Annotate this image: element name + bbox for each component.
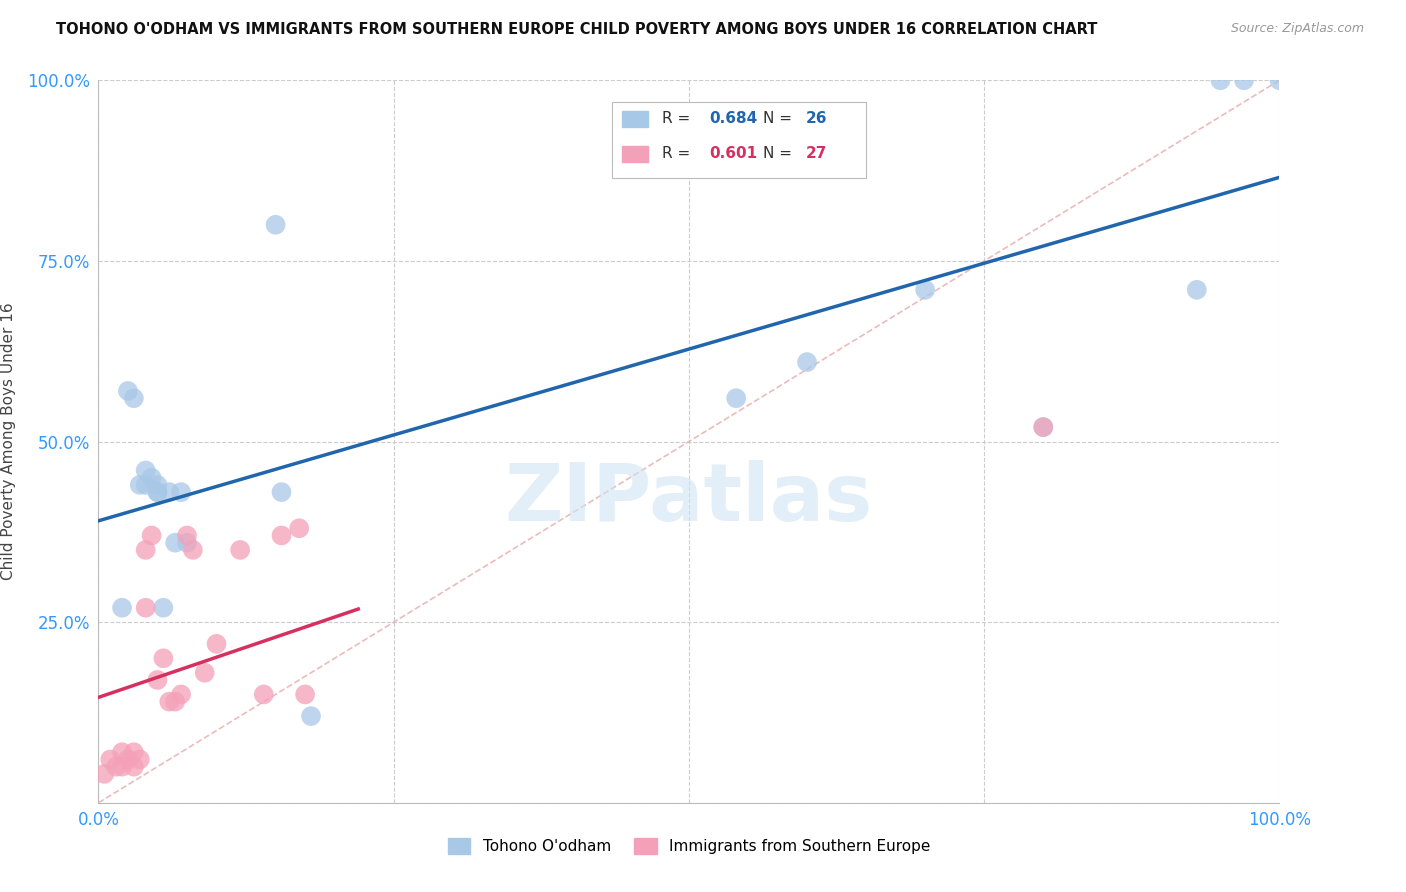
Point (796, 355, 818, 369)
Point (176, 535, 198, 549)
Text: N =: N = (763, 112, 797, 126)
Point (170, 485, 193, 500)
Text: N =: N = (763, 146, 797, 161)
Point (270, 528, 292, 542)
Point (264, 218, 287, 232)
Point (288, 521, 311, 535)
Point (1233, 73, 1256, 87)
Point (111, 745, 134, 759)
Bar (621, 146, 648, 161)
Point (229, 542, 252, 557)
Point (135, 600, 157, 615)
Point (270, 485, 292, 500)
Point (157, 485, 180, 500)
Point (135, 542, 157, 557)
Point (111, 760, 134, 774)
Point (117, 752, 139, 766)
Point (194, 665, 217, 680)
Point (146, 478, 169, 492)
Point (294, 687, 316, 701)
Point (1032, 420, 1054, 434)
Text: Source: ZipAtlas.com: Source: ZipAtlas.com (1230, 22, 1364, 36)
Point (152, 651, 174, 665)
Y-axis label: Child Poverty Among Boys Under 16: Child Poverty Among Boys Under 16 (1, 302, 15, 581)
Point (93, 767, 115, 781)
Point (117, 384, 139, 398)
Text: TOHONO O'ODHAM VS IMMIGRANTS FROM SOUTHERN EUROPE CHILD POVERTY AMONG BOYS UNDER: TOHONO O'ODHAM VS IMMIGRANTS FROM SOUTHE… (56, 22, 1098, 37)
Point (914, 283, 936, 297)
Point (146, 673, 169, 687)
Point (165, 695, 187, 709)
Point (135, 478, 157, 492)
Point (253, 687, 276, 701)
Point (725, 391, 748, 405)
Point (170, 687, 193, 701)
Point (157, 695, 180, 709)
Point (1185, 283, 1208, 297)
Point (181, 542, 204, 557)
Point (128, 752, 150, 766)
Text: 26: 26 (806, 112, 827, 126)
Point (105, 760, 128, 774)
Point (122, 391, 145, 405)
Text: 0.601: 0.601 (709, 146, 758, 161)
Point (98, 752, 121, 766)
Text: R =: R = (662, 112, 695, 126)
Point (1032, 420, 1054, 434)
Point (111, 600, 134, 615)
Point (135, 463, 157, 477)
Point (165, 535, 187, 549)
Point (1209, 73, 1232, 87)
FancyBboxPatch shape (612, 102, 866, 178)
Point (152, 600, 174, 615)
Text: 27: 27 (806, 146, 827, 161)
Point (1268, 73, 1291, 87)
Point (299, 709, 322, 723)
Point (141, 470, 163, 484)
Point (205, 637, 228, 651)
Point (146, 485, 169, 500)
Point (128, 478, 150, 492)
Point (122, 745, 145, 759)
Point (141, 528, 163, 542)
Text: R =: R = (662, 146, 695, 161)
Text: ZIPatlas: ZIPatlas (505, 460, 873, 539)
Text: 0.684: 0.684 (709, 112, 758, 126)
Point (176, 528, 198, 542)
Legend: Tohono O'odham, Immigrants from Southern Europe: Tohono O'odham, Immigrants from Southern… (441, 832, 936, 860)
Bar (621, 111, 648, 127)
Point (122, 760, 145, 774)
Point (146, 485, 169, 500)
